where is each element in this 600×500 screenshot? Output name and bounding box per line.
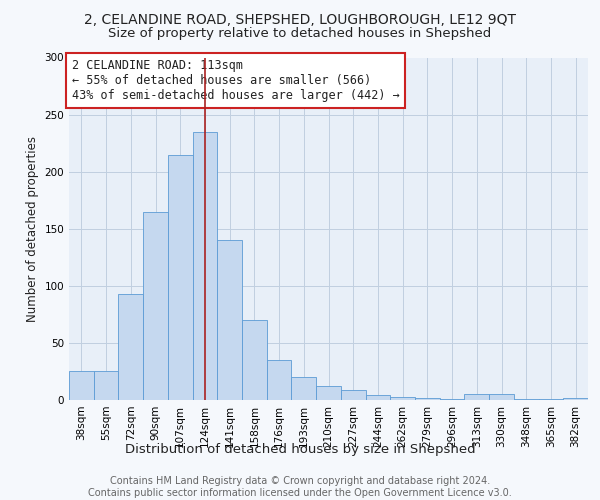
Text: Distribution of detached houses by size in Shepshed: Distribution of detached houses by size …	[125, 442, 475, 456]
Bar	[217, 240, 242, 400]
Bar	[514, 399, 539, 400]
Text: 2 CELANDINE ROAD: 113sqm
← 55% of detached houses are smaller (566)
43% of semi-: 2 CELANDINE ROAD: 113sqm ← 55% of detach…	[71, 59, 400, 102]
Bar	[242, 320, 267, 400]
Y-axis label: Number of detached properties: Number of detached properties	[26, 136, 39, 322]
Bar	[365, 396, 390, 400]
Text: 2, CELANDINE ROAD, SHEPSHED, LOUGHBOROUGH, LE12 9QT: 2, CELANDINE ROAD, SHEPSHED, LOUGHBOROUG…	[84, 12, 516, 26]
Bar	[267, 360, 292, 400]
Bar	[539, 399, 563, 400]
Bar	[69, 372, 94, 400]
Bar	[143, 212, 168, 400]
Bar	[118, 294, 143, 400]
Bar	[440, 399, 464, 400]
Bar	[489, 394, 514, 400]
Bar	[341, 390, 365, 400]
Bar	[316, 386, 341, 400]
Text: Size of property relative to detached houses in Shepshed: Size of property relative to detached ho…	[109, 28, 491, 40]
Bar	[193, 132, 217, 400]
Text: Contains HM Land Registry data © Crown copyright and database right 2024.
Contai: Contains HM Land Registry data © Crown c…	[88, 476, 512, 498]
Bar	[292, 377, 316, 400]
Bar	[563, 398, 588, 400]
Bar	[415, 398, 440, 400]
Bar	[168, 154, 193, 400]
Bar	[390, 396, 415, 400]
Bar	[94, 372, 118, 400]
Bar	[464, 394, 489, 400]
